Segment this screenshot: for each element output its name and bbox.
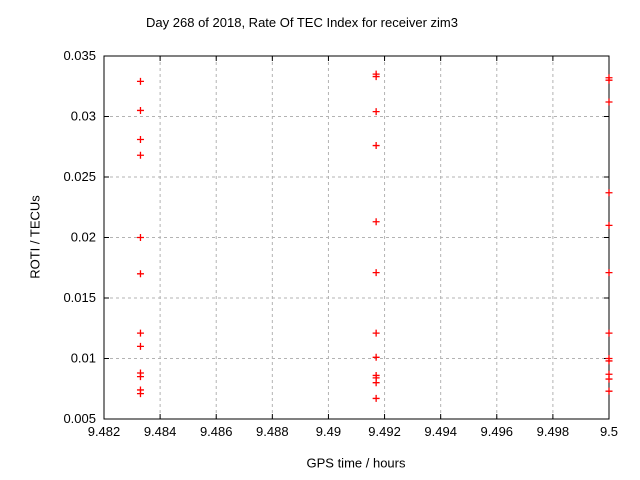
data-point-marker [136,106,144,114]
data-point-marker [605,221,613,229]
x-tick-label: 9.482 [88,424,121,439]
y-tick-label: 0.02 [71,230,96,245]
data-point-marker [372,379,380,387]
y-tick-label: 0.025 [63,169,96,184]
x-tick-label: 9.486 [200,424,233,439]
data-point-marker [372,218,380,226]
x-tick-label: 9.492 [368,424,401,439]
data-point-marker [372,394,380,402]
data-point-marker [136,234,144,241]
data-point-marker [372,329,380,337]
y-tick-label: 0.01 [71,351,96,366]
data-point-marker [372,142,380,150]
data-point-marker [372,73,380,81]
y-tick-label: 0.035 [63,48,96,63]
x-axis-label: GPS time / hours [306,455,406,471]
x-tick-label: 9.484 [144,424,177,439]
data-point-marker [372,269,380,277]
data-point-marker [136,135,144,143]
data-point-marker [372,353,380,361]
data-point-marker [136,390,144,398]
data-point-marker [136,77,144,85]
x-tick-label: 9.496 [481,424,514,439]
data-point-marker [605,329,613,337]
x-tick-label: 9.498 [537,424,570,439]
x-tick-label: 9.5 [600,424,618,439]
data-point-marker [136,151,144,159]
x-tick-label: 9.494 [424,424,457,439]
y-tick-label: 0.03 [71,109,96,124]
x-tick-label: 9.488 [256,424,289,439]
data-point-marker [136,342,144,350]
data-point-marker [605,98,613,106]
data-point-marker [136,329,144,337]
y-tick-label: 0.015 [63,290,96,305]
data-point-marker [605,76,613,84]
data-point-marker [605,375,613,383]
data-point-marker [605,387,613,395]
data-point-marker [136,270,144,278]
data-point-marker [605,269,613,277]
x-tick-label: 9.49 [316,424,341,439]
data-point-marker [605,357,613,365]
data-point-marker [605,189,613,197]
y-tick-label: 0.005 [63,411,96,426]
chart-title: Day 268 of 2018, Rate Of TEC Index for r… [146,15,458,30]
data-point-marker [372,108,380,116]
data-point-marker [136,373,144,381]
